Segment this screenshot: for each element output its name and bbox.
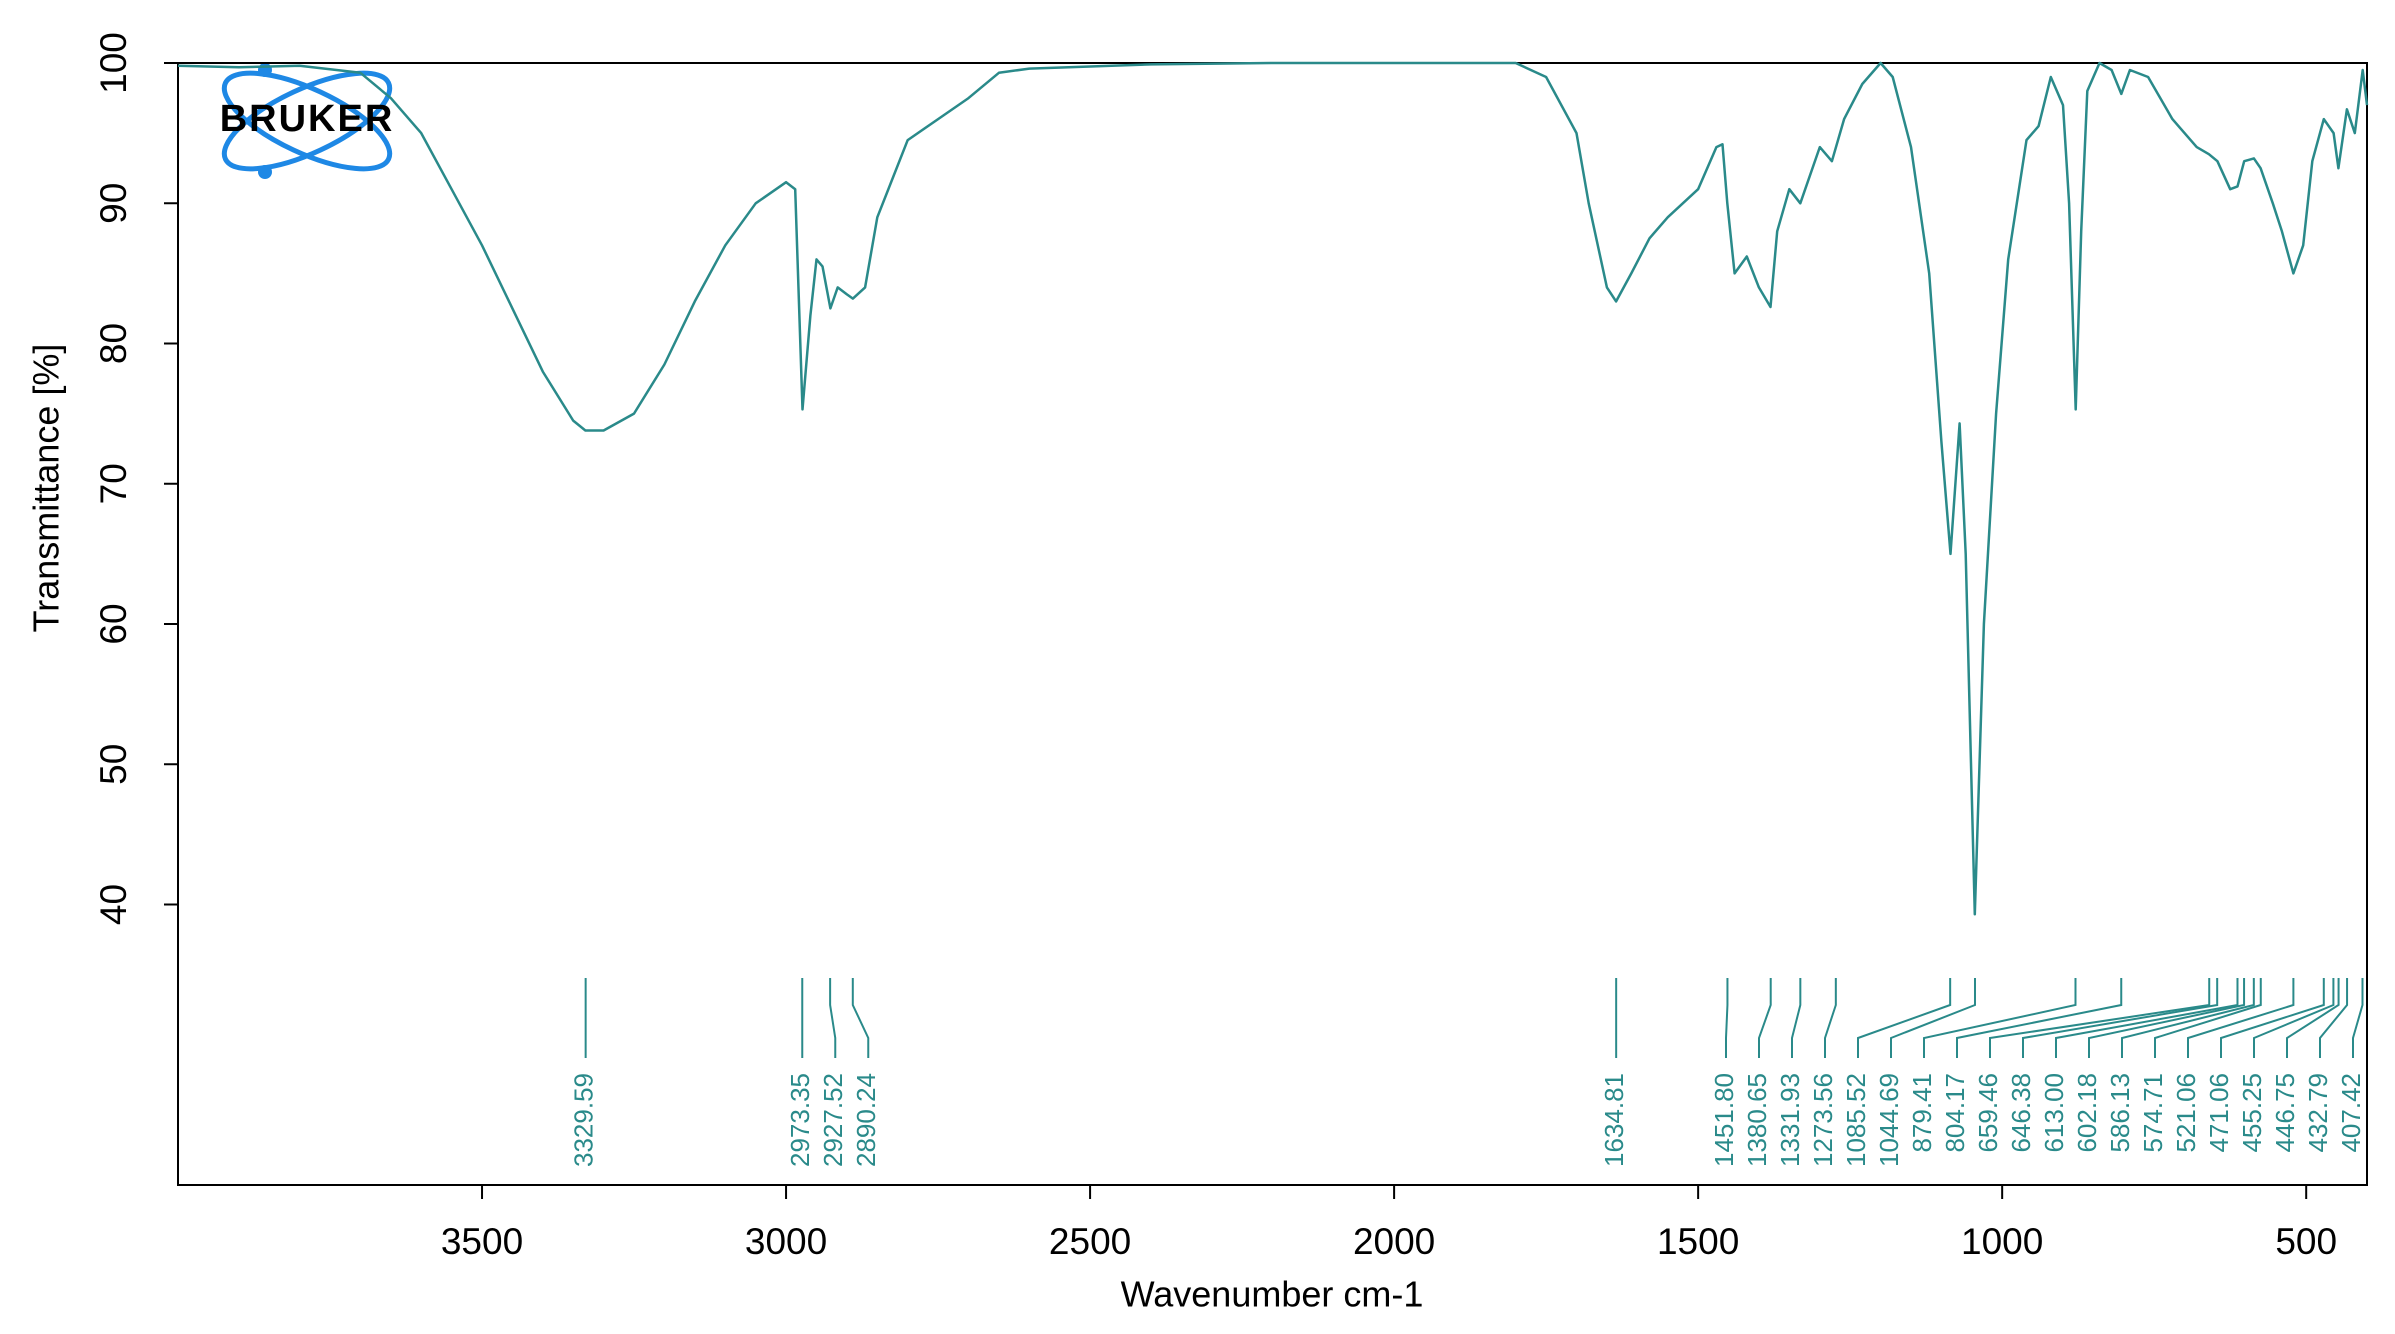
- peak-marker: [1857, 978, 1952, 1058]
- y-tick-label: 60: [93, 603, 134, 644]
- logo: BRUKER: [220, 63, 395, 179]
- peak-marker: [1923, 978, 2077, 1058]
- x-tick-label: 1000: [1961, 1221, 2043, 1262]
- logo-dot: [258, 165, 272, 179]
- x-tick-label: 2000: [1353, 1221, 1435, 1262]
- peak-label: 1380.65: [1742, 1073, 1772, 1167]
- peak-marker: [1989, 978, 2211, 1058]
- peak-marker: [2187, 978, 2295, 1058]
- peak-marker: [2055, 978, 2239, 1058]
- y-tick-label: 40: [93, 884, 134, 925]
- peak-label: 521.06: [2171, 1073, 2201, 1153]
- peak-label: 1044.69: [1874, 1073, 1904, 1167]
- peak-label: 613.00: [2039, 1073, 2069, 1153]
- peak-label: 659.46: [1973, 1073, 2003, 1153]
- peak-marker: [2319, 978, 2349, 1058]
- peak-marker: [1890, 978, 1976, 1058]
- peak-marker: [2154, 978, 2262, 1058]
- peak-label: 879.41: [1907, 1073, 1937, 1153]
- y-axis-label: Transmittance [%]: [26, 344, 67, 633]
- peak-label: 804.17: [1940, 1073, 1970, 1153]
- peak-label: 407.42: [2336, 1073, 2366, 1153]
- peak-marker: [2253, 978, 2335, 1058]
- peak-marker: [1725, 978, 1729, 1058]
- peak-label: 1085.52: [1841, 1073, 1871, 1167]
- peak-marker: [1956, 978, 2123, 1058]
- peak-label: 1273.56: [1808, 1073, 1838, 1167]
- peak-label: 1331.93: [1775, 1073, 1805, 1167]
- peak-label: 3329.59: [569, 1073, 599, 1167]
- peak-marker: [2022, 978, 2219, 1058]
- logo-text: BRUKER: [220, 98, 395, 140]
- peak-label: 646.38: [2006, 1073, 2036, 1153]
- x-tick-label: 3000: [745, 1221, 827, 1262]
- x-axis-label: Wavenumber cm-1: [1121, 1274, 1424, 1315]
- logo-dot: [258, 63, 272, 77]
- y-tick-label: 70: [93, 463, 134, 504]
- x-tick-label: 1500: [1657, 1221, 1739, 1262]
- peak-label: 1634.81: [1599, 1073, 1629, 1167]
- peak-label: 2890.24: [851, 1073, 881, 1167]
- peak-label: 574.71: [2138, 1073, 2168, 1153]
- y-tick-label: 80: [93, 323, 134, 364]
- spectrum-line: [177, 61, 2369, 916]
- x-tick-label: 500: [2275, 1221, 2337, 1262]
- logo-orbit: [221, 70, 393, 172]
- peak-marker: [851, 978, 870, 1058]
- peak-marker: [829, 978, 837, 1058]
- peak-label: 471.06: [2204, 1073, 2234, 1153]
- y-tick-label: 90: [93, 183, 134, 224]
- peak-marker: [2286, 978, 2340, 1058]
- peak-label: 455.25: [2237, 1073, 2267, 1153]
- peak-marker: [1758, 978, 1772, 1058]
- peak-label: 602.18: [2072, 1073, 2102, 1153]
- peak-label: 2927.52: [818, 1073, 848, 1167]
- peak-marker: [1824, 978, 1837, 1058]
- peak-label: 1451.80: [1709, 1073, 1739, 1167]
- peak-marker: [2220, 978, 2325, 1058]
- x-tick-label: 3500: [441, 1221, 523, 1262]
- peak-label: 2973.35: [785, 1073, 815, 1167]
- peak-marker: [2088, 978, 2246, 1058]
- logo-orbit: [221, 70, 393, 172]
- y-tick-label: 100: [93, 32, 134, 94]
- peak-marker: [1791, 978, 1802, 1058]
- y-tick-label: 50: [93, 744, 134, 785]
- peak-label: 586.13: [2105, 1073, 2135, 1153]
- peak-label: 432.79: [2303, 1073, 2333, 1153]
- peak-marker: [2352, 978, 2364, 1058]
- peak-marker: [2121, 978, 2255, 1058]
- x-tick-label: 2500: [1049, 1221, 1131, 1262]
- peak-label: 446.75: [2270, 1073, 2300, 1153]
